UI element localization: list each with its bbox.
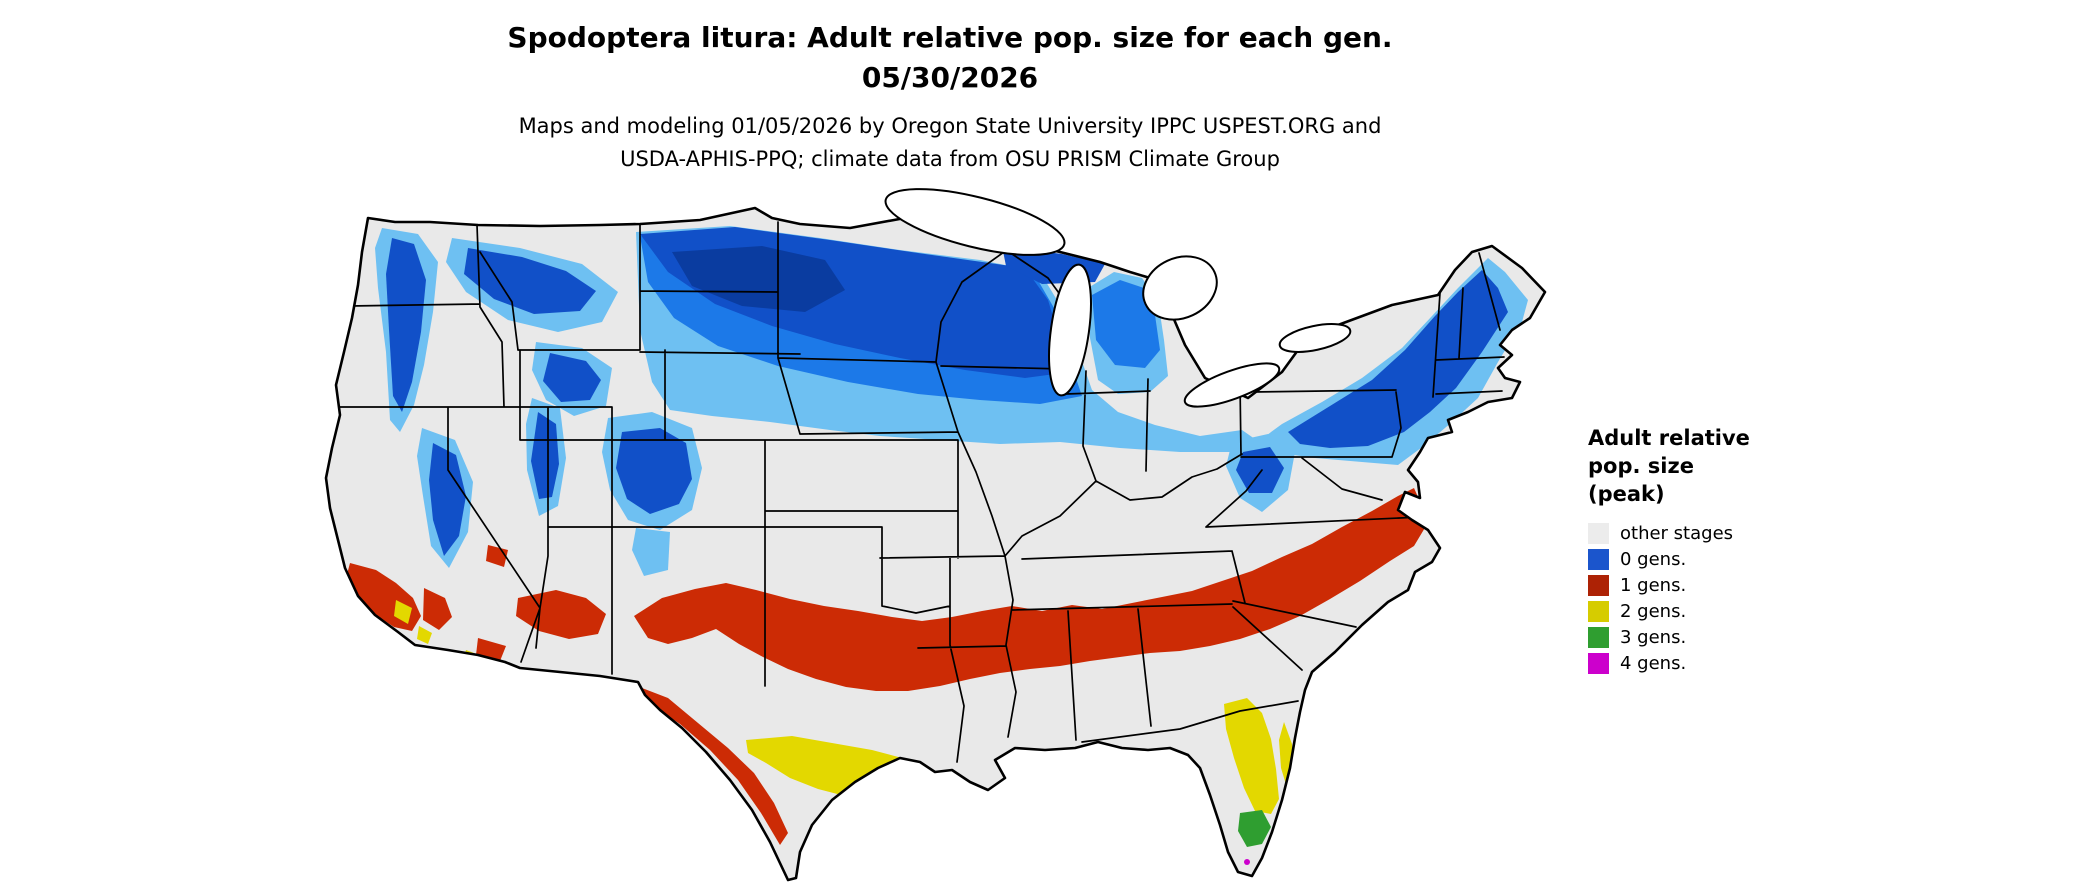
great-lakes [884,188,1352,408]
legend-entry-4-gens: 4 gens. [1588,650,1808,676]
credits: Maps and modeling 01/05/2026 by Oregon S… [0,110,1900,176]
legend: Adult relative pop. size (peak) other st… [1588,424,1808,676]
state-borders [332,221,1505,763]
credits-line-1: Maps and modeling 01/05/2026 by Oregon S… [518,114,1382,138]
legend-entry-other-stages: other stages [1588,520,1808,546]
legend-entry-0-gens: 0 gens. [1588,546,1808,572]
us-outline [324,206,1547,882]
lake-michigan [1048,263,1092,397]
legend-label-other-stages: other stages [1620,522,1734,544]
legend-label-1-gens: 1 gens. [1620,574,1687,596]
legend-entries: other stages 0 gens. 1 gens. 2 gens. 3 g… [1588,520,1808,676]
credits-line-2: USDA-APHIS-PPQ; climate data from OSU PR… [620,147,1280,171]
page-title: Spodoptera litura: Adult relative pop. s… [507,21,1393,54]
legend-swatch-other-stages [1588,522,1609,544]
legend-swatch-4-gens [1588,652,1609,674]
legend-entry-3-gens: 3 gens. [1588,624,1808,650]
legend-swatch-2-gens [1588,600,1609,622]
lake-ontario [1278,323,1352,353]
legend-label-4-gens: 4 gens. [1620,652,1687,674]
legend-label-2-gens: 2 gens. [1620,600,1687,622]
title-block: Spodoptera litura: Adult relative pop. s… [0,18,1900,176]
lake-erie [1183,362,1281,408]
legend-title: Adult relative pop. size (peak) [1588,426,1750,506]
legend-entry-1-gens: 1 gens. [1588,572,1808,598]
legend-entry-2-gens: 2 gens. [1588,598,1808,624]
region-4-gens [1244,859,1250,865]
lake-huron [1142,255,1218,321]
region-3-gens [1238,810,1271,847]
lake-superior [884,188,1066,256]
legend-swatch-0-gens [1588,548,1609,570]
legend-label-0-gens: 0 gens. [1620,548,1687,570]
legend-swatch-1-gens [1588,574,1609,596]
legend-label-3-gens: 3 gens. [1620,626,1687,648]
legend-swatch-3-gens [1588,626,1609,648]
region-0-gens [386,227,1508,556]
map-date: 05/30/2026 [861,61,1039,94]
